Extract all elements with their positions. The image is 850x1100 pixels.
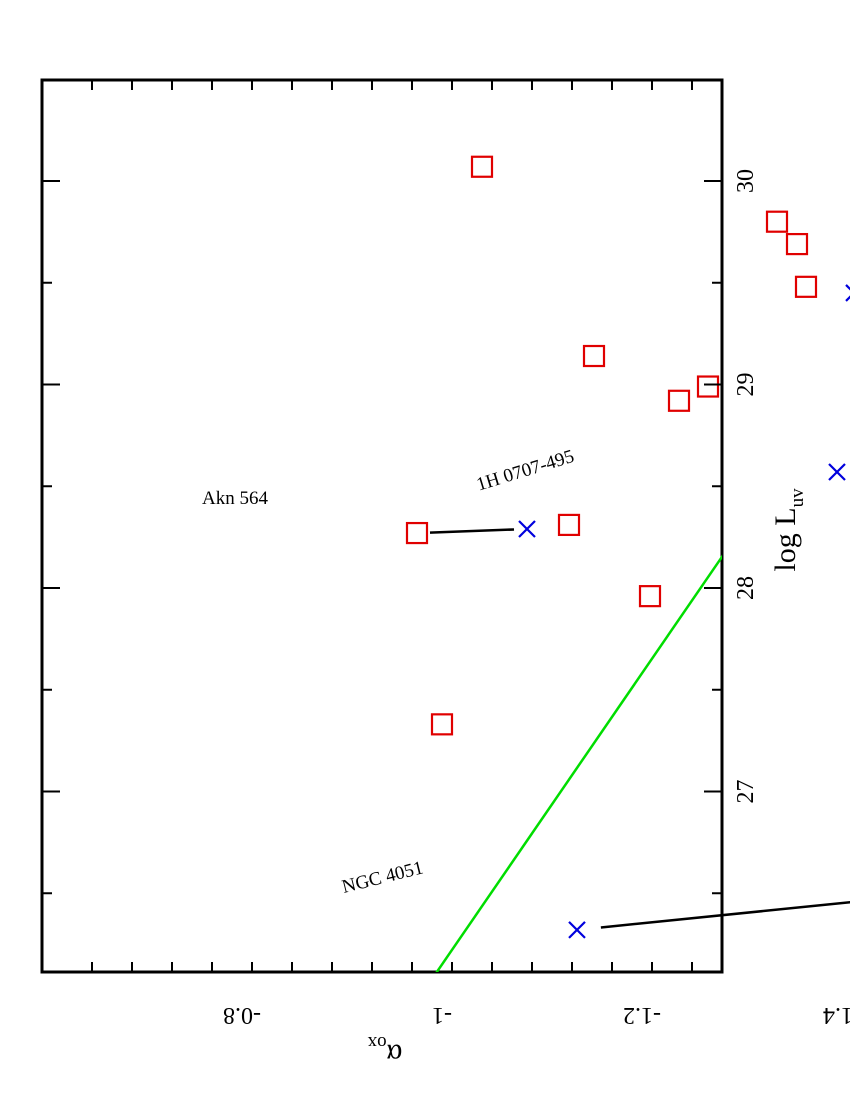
data-point-square bbox=[470, 155, 494, 178]
y-axis-title: αox bbox=[367, 1032, 402, 1071]
cross-stroke bbox=[518, 520, 536, 538]
x-axis-title: log Luv bbox=[769, 488, 808, 572]
data-point-square bbox=[582, 344, 606, 368]
data-point-square bbox=[765, 210, 789, 233]
data-point-square bbox=[405, 521, 429, 545]
data-point-square bbox=[667, 389, 691, 412]
data-point-square bbox=[557, 513, 581, 537]
data-point-square bbox=[638, 585, 662, 608]
plot-area bbox=[40, 78, 724, 974]
logl-tick-label: 29 bbox=[733, 373, 759, 397]
data-point-cross bbox=[568, 921, 586, 939]
y-axis-title-sub: ox bbox=[367, 1032, 387, 1053]
logl-tick-label: 28 bbox=[733, 576, 759, 600]
data-point-square bbox=[696, 375, 720, 398]
regression-line bbox=[435, 554, 722, 972]
alpha-tick-label: -0.8 bbox=[223, 1002, 261, 1028]
annotation-label: 1H 0707-495 bbox=[474, 446, 577, 496]
data-point-square bbox=[794, 275, 818, 298]
y-axis-title-main: α bbox=[386, 1038, 402, 1071]
cross-stroke bbox=[828, 463, 846, 481]
data-point-cross bbox=[518, 520, 536, 538]
logl-tick-label: 30 bbox=[733, 169, 759, 193]
alpha-tick-label: -1 bbox=[432, 1002, 452, 1028]
data-point-square bbox=[430, 713, 454, 736]
data-point-square bbox=[785, 232, 809, 256]
annotation-label: NGC 4051 bbox=[340, 857, 425, 897]
annotation-connector bbox=[429, 528, 515, 534]
data-marks: Akn 564 1H 0707-495 NGC 4051 bbox=[202, 155, 850, 972]
data-point-cross bbox=[845, 284, 850, 302]
cross-stroke bbox=[568, 921, 586, 939]
x-axis-title-sub: uv bbox=[787, 488, 808, 508]
plot-frame bbox=[40, 78, 724, 974]
cross-stroke bbox=[845, 295, 850, 302]
cross-stroke bbox=[845, 284, 850, 291]
alpha-tick-label: -1.4 bbox=[823, 1002, 850, 1028]
annotation-label: Akn 564 bbox=[202, 488, 268, 509]
logl-tick-label: 27 bbox=[733, 780, 759, 804]
data-point-cross bbox=[828, 463, 846, 481]
x-axis-title-main: log L bbox=[769, 507, 802, 571]
alpha-tick-label: -1.2 bbox=[623, 1002, 661, 1028]
annotation-connector bbox=[600, 900, 850, 929]
